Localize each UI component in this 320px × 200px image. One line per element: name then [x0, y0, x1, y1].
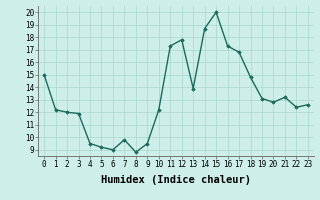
X-axis label: Humidex (Indice chaleur): Humidex (Indice chaleur)	[101, 175, 251, 185]
